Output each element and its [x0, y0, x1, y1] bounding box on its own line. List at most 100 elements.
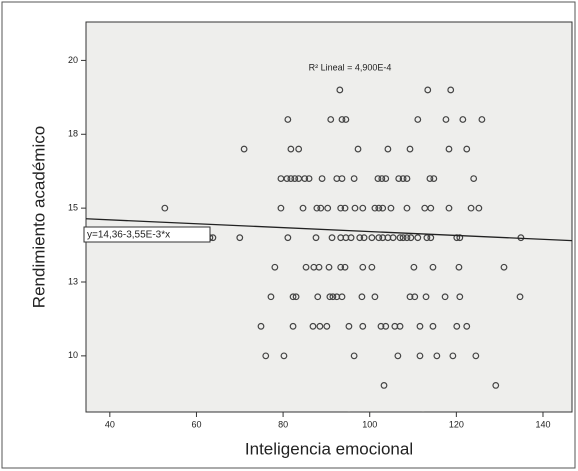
x-tick-label: 140	[535, 419, 550, 429]
point	[382, 322, 390, 330]
point	[283, 175, 291, 182]
point	[314, 293, 322, 301]
point	[368, 263, 376, 271]
point	[382, 175, 390, 182]
point	[475, 204, 483, 212]
point	[302, 263, 310, 271]
point	[449, 352, 457, 360]
point	[492, 382, 500, 389]
point	[287, 175, 295, 182]
point	[459, 116, 467, 123]
point	[377, 322, 385, 330]
point	[463, 322, 471, 330]
x-axis-label: Inteligencia emocional	[245, 439, 413, 458]
point	[500, 263, 508, 271]
point	[399, 175, 407, 182]
point	[292, 293, 300, 301]
point	[295, 145, 303, 153]
point	[358, 293, 366, 301]
point	[453, 322, 461, 330]
point	[291, 175, 299, 182]
point	[403, 234, 411, 242]
point	[414, 116, 422, 123]
y-tick-label: 20	[68, 55, 78, 65]
point	[447, 86, 455, 94]
point	[329, 293, 337, 301]
point	[380, 382, 388, 389]
point	[338, 116, 346, 123]
point	[396, 234, 404, 242]
point	[289, 322, 297, 330]
point	[315, 263, 323, 271]
point	[463, 145, 471, 153]
point	[262, 352, 270, 360]
y-tick-label: 18	[68, 129, 78, 139]
point	[406, 145, 414, 153]
point	[403, 204, 411, 212]
point	[406, 293, 414, 301]
point	[414, 234, 422, 242]
point	[427, 204, 435, 212]
point	[467, 204, 475, 212]
point	[337, 263, 345, 271]
y-tick-label: 13	[68, 276, 78, 286]
equation-box	[83, 226, 211, 243]
point	[416, 322, 424, 330]
point	[289, 293, 297, 301]
point	[411, 293, 419, 301]
point	[441, 293, 449, 301]
point	[378, 175, 386, 182]
point	[410, 263, 418, 271]
point	[324, 204, 332, 212]
point	[161, 204, 169, 212]
point	[347, 234, 355, 242]
point	[478, 116, 486, 123]
r2-annotation: R² Lineal = 4,900E-4	[309, 62, 392, 72]
point	[341, 204, 349, 212]
point	[350, 352, 358, 360]
point	[379, 204, 387, 212]
point	[375, 204, 383, 212]
point	[429, 322, 437, 330]
x-tick-label: 80	[278, 419, 288, 429]
point	[445, 145, 453, 153]
point	[301, 175, 309, 182]
point	[236, 234, 244, 242]
point	[368, 234, 376, 242]
equation: y=14,36-3,55E-3*x	[87, 230, 170, 241]
point	[416, 352, 424, 360]
point	[359, 322, 367, 330]
point	[403, 175, 411, 182]
point	[407, 234, 415, 242]
y-tick-label: 15	[68, 203, 78, 213]
point	[305, 175, 313, 182]
point	[341, 263, 349, 271]
point	[445, 204, 453, 212]
point	[356, 234, 364, 242]
point	[318, 175, 326, 182]
point	[371, 293, 379, 301]
point	[472, 352, 480, 360]
point	[351, 204, 359, 212]
y-tick-label: 10	[68, 350, 78, 360]
point	[317, 204, 325, 212]
x-tick-label: 100	[362, 419, 377, 429]
marks	[86, 86, 572, 412]
point	[336, 86, 344, 94]
point	[326, 293, 334, 301]
point	[325, 263, 333, 271]
point	[342, 116, 350, 123]
point	[430, 175, 438, 182]
point	[470, 175, 478, 182]
x-tick-label: 60	[191, 419, 201, 429]
point	[240, 145, 248, 153]
point	[396, 322, 404, 330]
x-tick-label: 120	[449, 419, 464, 429]
point	[338, 293, 346, 301]
point	[387, 204, 395, 212]
point	[423, 234, 431, 242]
point	[375, 234, 383, 242]
point	[359, 263, 367, 271]
point	[328, 234, 336, 242]
x-tick-label: 40	[105, 419, 115, 429]
